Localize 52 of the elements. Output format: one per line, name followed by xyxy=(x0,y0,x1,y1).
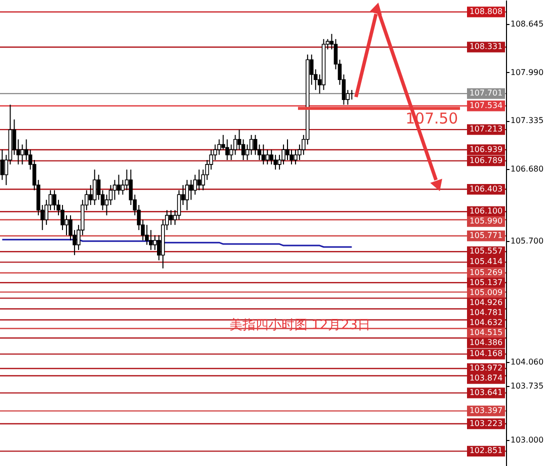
ref-line-label: 105.137 xyxy=(469,278,503,287)
ref-line-label: 106.789 xyxy=(469,156,503,165)
candlestick xyxy=(185,179,189,211)
candlestick xyxy=(266,149,270,165)
candlestick xyxy=(233,134,238,156)
ref-line-label: 104.386 xyxy=(469,338,503,347)
ref-line-label: 104.515 xyxy=(469,328,503,337)
ref-line-label: 108.331 xyxy=(469,42,503,52)
y-tick-label: 105.700 xyxy=(510,236,544,246)
ref-line-label: 106.403 xyxy=(469,184,503,194)
ref-line-label: 105.009 xyxy=(469,288,503,297)
y-tick-label: 106.680 xyxy=(510,164,544,174)
ref-line-label: 104.168 xyxy=(469,349,503,358)
ref-line-label: 107.701 xyxy=(469,88,503,98)
candlestick xyxy=(112,179,117,200)
ref-line-label: 102.851 xyxy=(469,446,503,456)
candlestick xyxy=(0,149,4,180)
ref-line-label: 108.808 xyxy=(469,6,503,16)
candlestick xyxy=(286,138,290,161)
ref-line-label: 105.269 xyxy=(469,268,503,277)
ref-line-label: 106.939 xyxy=(469,144,503,154)
ref-line-label: 103.972 xyxy=(469,364,503,373)
candlestick xyxy=(225,138,230,161)
ref-line-label: 103.874 xyxy=(469,374,503,383)
candlestick xyxy=(169,210,173,226)
candlestick xyxy=(92,169,97,206)
ref-line-label: 107.213 xyxy=(469,124,503,134)
y-tick-label: 103.000 xyxy=(510,436,544,445)
ref-line-label: 105.771 xyxy=(469,230,503,240)
ref-line-label: 104.632 xyxy=(469,318,503,327)
candlestick xyxy=(116,174,121,196)
ref-line-label: 105.557 xyxy=(469,246,503,256)
y-tick-label: 107.335 xyxy=(510,116,544,126)
ref-line-label: 103.641 xyxy=(469,388,503,397)
ref-line-label: 104.926 xyxy=(469,298,503,307)
ref-line-label: 103.397 xyxy=(469,406,503,415)
candlestick xyxy=(120,179,125,196)
candlestick xyxy=(60,204,64,231)
y-tick-label: 103.735 xyxy=(510,382,544,390)
candlestick xyxy=(189,179,193,200)
candlestick xyxy=(261,144,266,165)
ref-line-label: 105.414 xyxy=(469,257,503,266)
y-tick-label: 108.645 xyxy=(510,19,544,28)
y-tick-label: 104.060 xyxy=(510,358,544,367)
candlestick xyxy=(217,138,222,156)
ref-line-label: 107.534 xyxy=(469,100,503,110)
ref-line-label: 106.100 xyxy=(469,206,503,216)
ref-line-label: 105.990 xyxy=(469,216,503,226)
candlestick xyxy=(197,169,201,191)
y-tick-label: 107.990 xyxy=(510,68,544,77)
ref-line-label: 103.223 xyxy=(469,418,503,428)
ref-line-label: 104.781 xyxy=(469,308,503,317)
